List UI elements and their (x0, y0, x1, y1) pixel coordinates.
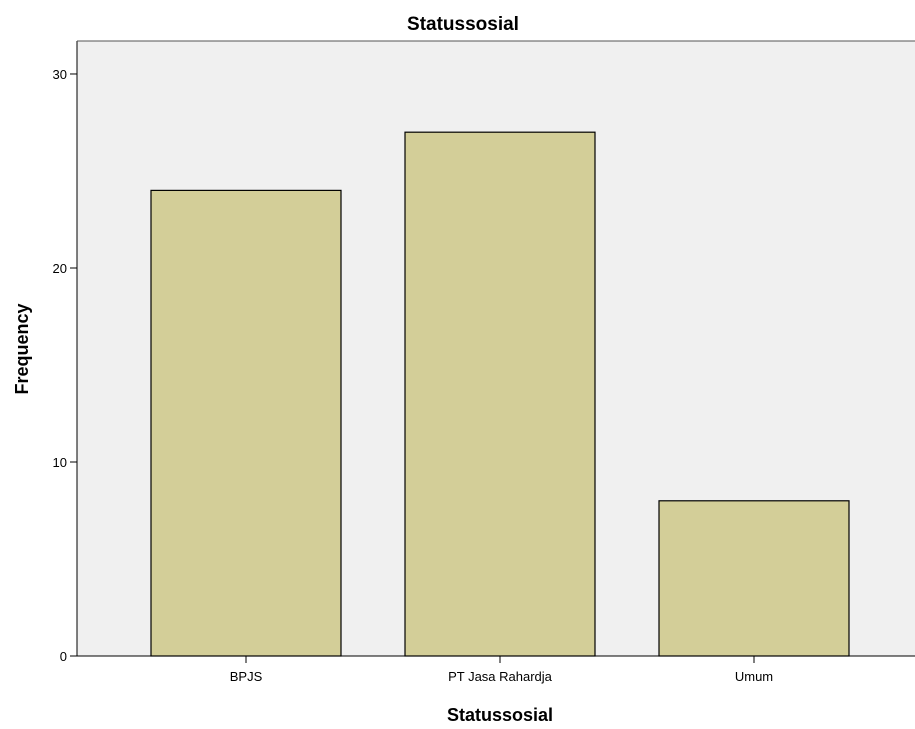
x-axis: BPJS PT Jasa Rahardja Umum (77, 655, 915, 684)
y-tick-label: 0 (60, 649, 67, 664)
y-axis: 0 10 20 30 (53, 40, 915, 664)
bars-group (150, 131, 850, 657)
y-axis-title: Frequency (12, 303, 32, 394)
bar (150, 189, 342, 657)
chart-title: Statussosial (407, 14, 519, 35)
x-tick-label: Umum (735, 669, 773, 684)
x-axis-title: Statussosial (447, 705, 553, 725)
y-tick-label: 10 (53, 455, 67, 470)
y-tick-label: 30 (53, 67, 67, 82)
y-tick-label: 20 (53, 261, 67, 276)
bar (658, 500, 850, 657)
bar (404, 131, 596, 657)
x-tick-label: BPJS (230, 669, 263, 684)
x-tick-label: PT Jasa Rahardja (448, 669, 553, 684)
